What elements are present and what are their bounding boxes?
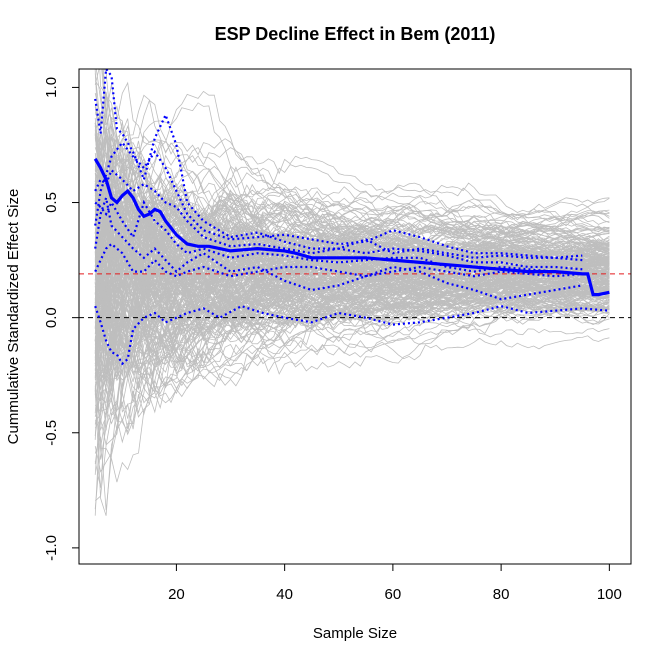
- y-axis-label: Cummulative Standardized Effect Size: [5, 189, 22, 445]
- simulation-path: [94, 207, 610, 390]
- simulation-path: [94, 151, 610, 285]
- simulation-path: [94, 206, 610, 369]
- simulation-path: [94, 190, 610, 341]
- simulation-path: [94, 256, 610, 344]
- simulation-path: [94, 90, 610, 213]
- y-tick-label: -0.5: [43, 420, 60, 446]
- series-line-dotted: [94, 199, 583, 275]
- simulation-path: [94, 166, 610, 255]
- x-tick-label: 20: [168, 586, 185, 603]
- simulation-path: [94, 189, 610, 321]
- simulation-path: [94, 257, 610, 354]
- simulation-path: [94, 102, 610, 218]
- simulation-path: [94, 210, 610, 339]
- simulation-path: [94, 274, 610, 405]
- simulation-path: [94, 290, 610, 381]
- simulation-path: [94, 191, 610, 323]
- x-tick-label: 60: [385, 586, 402, 603]
- axes: 20 40 60 80 100 -1.0 -0.5 0.0 0.5 1.0: [43, 77, 622, 603]
- simulation-path: [94, 276, 610, 399]
- y-tick-label: -1.0: [43, 535, 60, 561]
- x-tick-label: 40: [276, 586, 293, 603]
- simulation-path: [94, 92, 610, 245]
- simulation-path: [94, 261, 610, 345]
- y-tick-label: 0.5: [43, 192, 60, 213]
- simulation-path: [94, 114, 610, 232]
- plot-frame: [78, 68, 632, 565]
- series-line-dotted: [94, 193, 583, 301]
- simulation-path: [94, 191, 610, 275]
- simulation-path: [94, 271, 610, 395]
- data-series: [93, 69, 610, 366]
- simulation-path: [94, 231, 610, 414]
- series-line-dotted: [94, 140, 583, 262]
- simulation-path: [95, 194, 610, 339]
- simulation-path: [94, 181, 610, 309]
- simulation-path: [94, 148, 610, 328]
- simulation-path: [94, 191, 610, 267]
- simulation-path: [94, 259, 610, 473]
- simulation-path: [94, 122, 610, 292]
- simulation-path: [94, 303, 610, 460]
- series-line-dotted: [94, 168, 583, 259]
- x-tick-label: 100: [597, 586, 622, 603]
- simulation-path: [94, 202, 610, 304]
- x-tick-label: 80: [493, 586, 510, 603]
- y-tick-label: 1.0: [43, 77, 60, 98]
- x-axis-label: Sample Size: [313, 625, 397, 642]
- series-line-dotted: [94, 304, 610, 366]
- series-line-solid: [93, 157, 610, 297]
- y-tick-label: 0.0: [43, 307, 60, 328]
- simulation-path: [94, 229, 610, 330]
- simulation-path: [94, 220, 610, 326]
- simulation-path: [94, 274, 610, 510]
- series-line-dotted: [94, 242, 583, 278]
- simulation-path: [94, 215, 610, 346]
- simulation-path: [95, 212, 610, 378]
- chart-title: ESP Decline Effect in Bem (2011): [215, 24, 496, 44]
